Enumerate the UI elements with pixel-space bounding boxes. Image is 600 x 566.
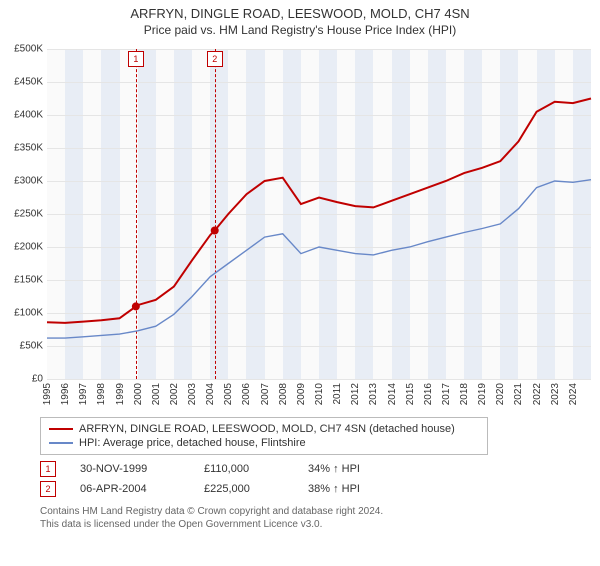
- chart-title-2: Price paid vs. HM Land Registry's House …: [0, 23, 600, 37]
- event-price: £225,000: [204, 483, 284, 495]
- events-table: 1 30-NOV-1999 £110,000 34% ↑ HPI 2 06-APR-200…: [40, 459, 600, 499]
- series-subject: [47, 99, 591, 323]
- event-number: 1: [40, 461, 56, 477]
- credit-line1: Contains HM Land Registry data © Crown c…: [40, 505, 600, 518]
- legend-label: ARFRYN, DINGLE ROAD, LEESWOOD, MOLD, CH7…: [79, 423, 455, 435]
- event-pct: 34% ↑ HPI: [308, 463, 408, 475]
- legend-label: HPI: Average price, detached house, Flin…: [79, 437, 306, 449]
- price-marker: [211, 227, 219, 235]
- chart-area: £0£50K£100K£150K£200K£250K£300K£350K£400…: [5, 41, 595, 411]
- legend-swatch: [49, 428, 73, 430]
- credit-line2: This data is licensed under the Open Gov…: [40, 518, 600, 531]
- legend-swatch: [49, 442, 73, 444]
- legend-item: ARFRYN, DINGLE ROAD, LEESWOOD, MOLD, CH7…: [49, 422, 479, 436]
- credit: Contains HM Land Registry data © Crown c…: [40, 505, 600, 531]
- chart-title-1: ARFRYN, DINGLE ROAD, LEESWOOD, MOLD, CH7…: [0, 6, 600, 21]
- event-date: 30-NOV-1999: [80, 463, 180, 475]
- event-date: 06-APR-2004: [80, 483, 180, 495]
- event-pct: 38% ↑ HPI: [308, 483, 408, 495]
- legend-item: HPI: Average price, detached house, Flin…: [49, 436, 479, 450]
- series-hpi: [47, 180, 591, 338]
- event-row: 2 06-APR-2004 £225,000 38% ↑ HPI: [40, 479, 600, 499]
- event-number: 2: [40, 481, 56, 497]
- event-row: 1 30-NOV-1999 £110,000 34% ↑ HPI: [40, 459, 600, 479]
- event-price: £110,000: [204, 463, 284, 475]
- legend: ARFRYN, DINGLE ROAD, LEESWOOD, MOLD, CH7…: [40, 417, 488, 455]
- price-marker: [132, 302, 140, 310]
